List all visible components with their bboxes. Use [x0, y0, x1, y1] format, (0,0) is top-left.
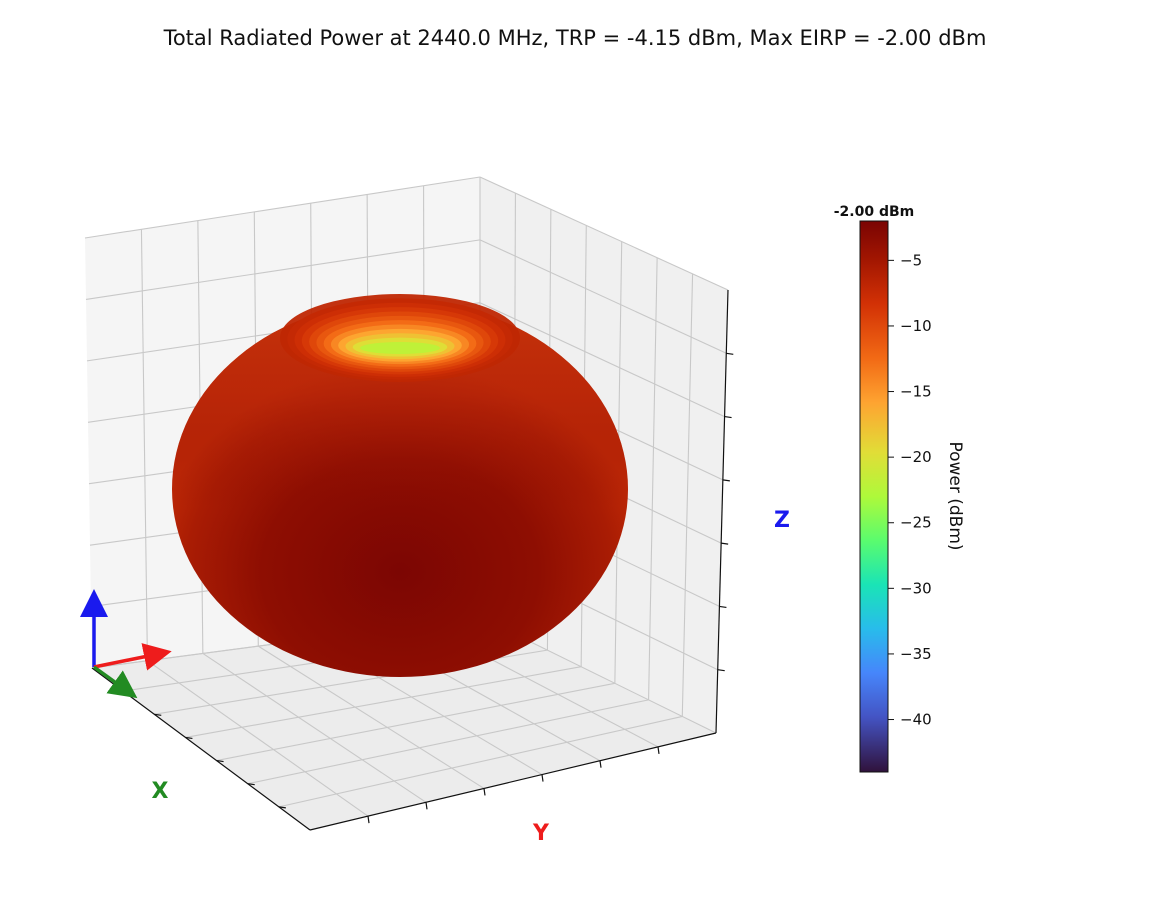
gridline	[278, 715, 683, 808]
x-axis-label: X	[152, 779, 169, 804]
colorbar-tick-label: −10	[900, 317, 932, 335]
colorbar: -2.00 dBm −5 −10 −15 −20 −25 −30 −35 −40 Power …	[834, 204, 965, 773]
pattern-ring	[360, 342, 440, 354]
colorbar-tick-label: −35	[900, 645, 932, 663]
y-tick	[367, 816, 370, 824]
pane-edge	[84, 176, 481, 239]
z-tick	[726, 352, 734, 355]
z-tick	[719, 605, 727, 609]
y-axis-line	[309, 732, 717, 831]
colorbar-scale	[859, 220, 889, 773]
gridline	[648, 257, 658, 700]
gridline	[479, 302, 725, 418]
colorbar-tick-label: −40	[900, 711, 932, 729]
z-axis-label: Z	[774, 508, 790, 533]
triad-y-arrow	[93, 643, 172, 671]
chart-title: Total Radiated Power at 2440.0 MHz, TRP …	[163, 26, 987, 50]
radiation-pattern-surface	[172, 294, 628, 677]
x-tick	[247, 783, 255, 786]
colorbar-tick-label: −25	[900, 514, 932, 532]
x-tick	[216, 759, 224, 763]
gridline	[257, 645, 485, 789]
z-tick	[717, 669, 725, 672]
colorbar-tick-label: −30	[900, 579, 932, 597]
gridline	[216, 682, 615, 762]
colorbar-label: Power (dBm)	[945, 441, 965, 550]
y-tick	[599, 760, 602, 768]
colorbar-tick-label: −5	[900, 251, 922, 269]
y-tick	[483, 788, 486, 796]
x-tick	[154, 713, 162, 716]
gridline	[479, 239, 727, 354]
colorbar-tick-label: −15	[900, 383, 932, 401]
triad-x-arrow	[92, 665, 138, 699]
y-tick	[657, 746, 660, 754]
x-tick	[278, 806, 286, 809]
gridline	[185, 666, 582, 738]
gridline	[247, 699, 649, 785]
y-axis-label: Y	[532, 821, 550, 846]
gridline	[140, 229, 148, 661]
colorbar-tick-label: −20	[900, 448, 932, 466]
z-tick	[724, 415, 732, 419]
gridline	[85, 239, 481, 300]
gridline	[147, 660, 369, 817]
y-tick	[425, 802, 428, 810]
x-tick	[185, 736, 193, 740]
z-tick	[722, 479, 730, 482]
z-tick	[721, 542, 729, 545]
z-axis-line	[715, 289, 729, 734]
pattern-upper-shading	[172, 301, 628, 677]
gridline	[681, 273, 694, 717]
colorbar-max-label: -2.00 dBm	[834, 204, 915, 220]
gridline	[202, 652, 427, 803]
orientation-triad	[80, 589, 172, 699]
pattern-top-null-rings	[280, 294, 520, 382]
pane-edge	[479, 176, 729, 291]
y-tick	[541, 774, 544, 782]
